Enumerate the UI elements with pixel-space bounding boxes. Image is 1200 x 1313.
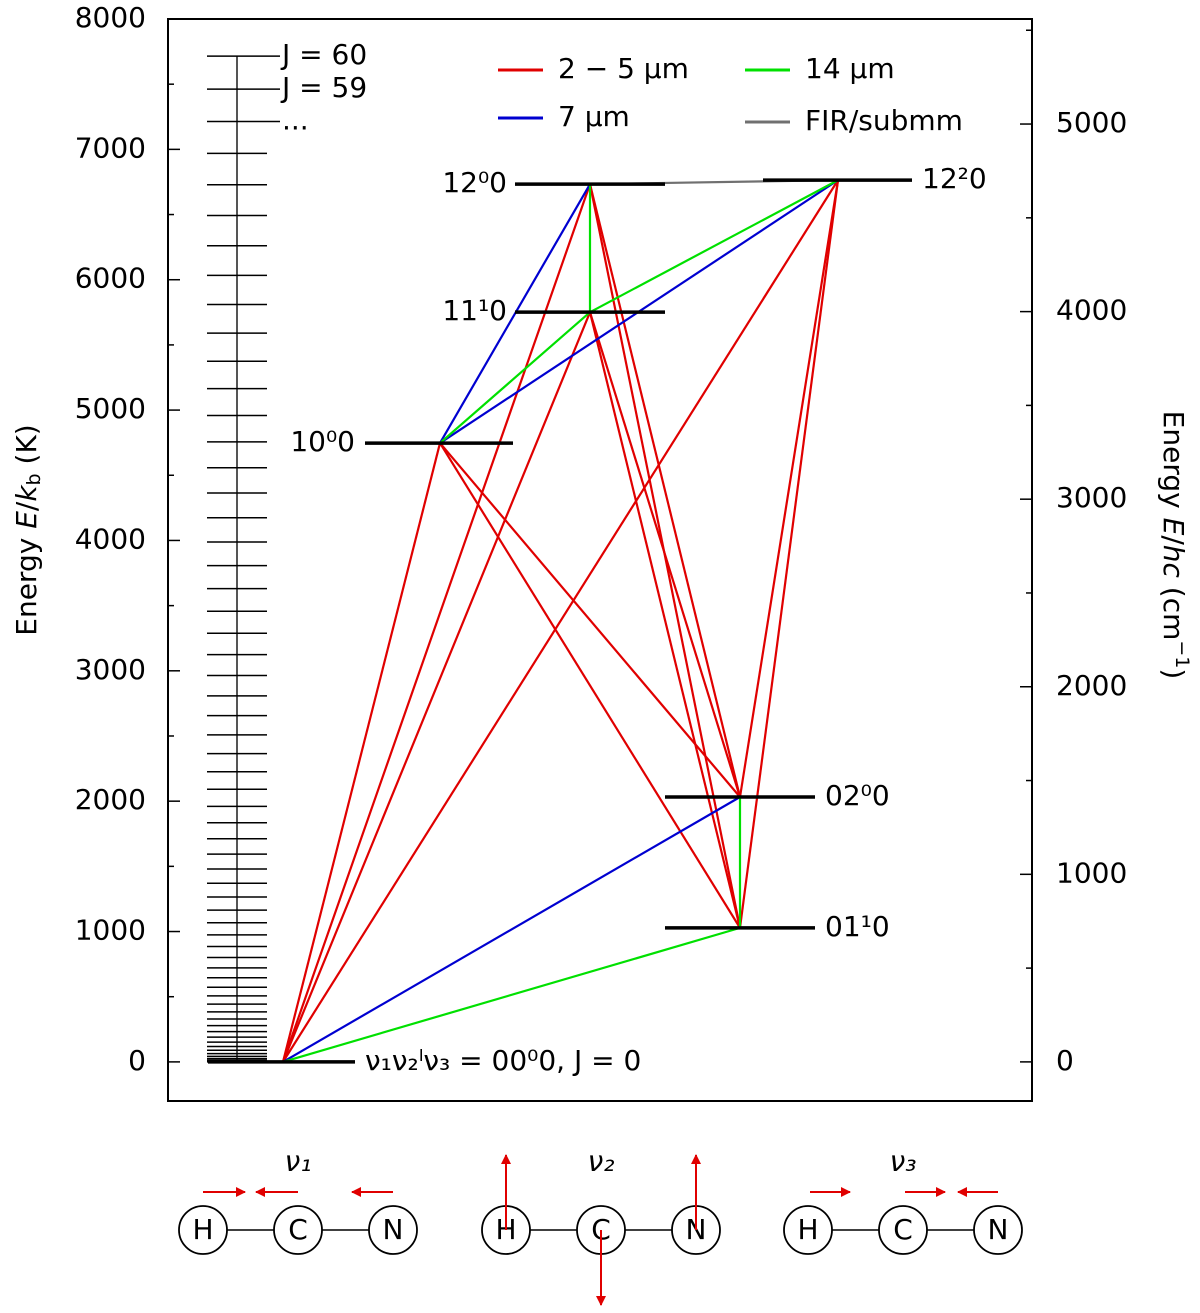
y-tick-label: 1000 <box>75 914 146 947</box>
legend-label: FIR/submm <box>805 104 963 137</box>
level-label: 12⁰0 <box>442 166 507 199</box>
transition <box>439 311 591 444</box>
atom <box>783 1205 833 1255</box>
rotational-label: J = 59 <box>280 71 367 104</box>
y2-tick-label: 4000 <box>1056 294 1127 327</box>
y2-tick-label: 2000 <box>1056 669 1127 702</box>
atom-label: C <box>893 1213 913 1246</box>
legend-label: 14 μm <box>805 52 895 85</box>
y-tick-label: 4000 <box>75 522 146 555</box>
y2-tick-label: 3000 <box>1056 481 1127 514</box>
y-tick-label: 8000 <box>75 1 146 34</box>
y2-tick-label: 5000 <box>1056 106 1127 139</box>
mode-label: ν₃ <box>890 1145 917 1178</box>
level-label: 12²0 <box>922 162 987 195</box>
level-label: 10⁰0 <box>290 425 355 458</box>
atom <box>368 1205 418 1255</box>
transition <box>282 926 741 1063</box>
level-label: 02⁰0 <box>825 779 890 812</box>
transition <box>281 442 442 1063</box>
plot-frame <box>167 18 1033 1102</box>
level-label: 11¹0 <box>442 294 507 327</box>
transition <box>588 183 742 929</box>
atom <box>178 1205 228 1255</box>
y-tick-label: 3000 <box>75 653 146 686</box>
legend-label: 7 μm <box>558 100 630 133</box>
y-axis-label: Energy E/kb (K) <box>10 424 45 635</box>
y2-tick-label: 1000 <box>1056 856 1127 889</box>
y-tick-label: 7000 <box>75 131 146 164</box>
transition <box>589 179 839 314</box>
y-tick-label: 2000 <box>75 783 146 816</box>
transition <box>738 179 840 929</box>
atom <box>878 1205 928 1255</box>
mode-label: ν₁ <box>285 1145 312 1178</box>
y-tick-label: 0 <box>128 1044 146 1077</box>
atom <box>973 1205 1023 1255</box>
y2-axis-label: Energy E/hc (cm−1) <box>1157 411 1194 680</box>
y-tick-label: 5000 <box>75 392 146 425</box>
transition <box>281 311 592 1063</box>
atom-label: H <box>192 1213 213 1246</box>
transition <box>281 183 592 1063</box>
atom-label: N <box>383 1213 404 1246</box>
atom-label: H <box>797 1213 818 1246</box>
rotational-label: J = 60 <box>280 38 367 71</box>
transition <box>282 796 741 1063</box>
transition <box>439 442 741 798</box>
transition <box>588 183 742 798</box>
atom-label: C <box>591 1213 611 1246</box>
atom <box>273 1205 323 1255</box>
atom-label: C <box>288 1213 308 1246</box>
rotational-label: ... <box>282 103 309 136</box>
transition <box>588 311 742 929</box>
mode-label: ν₂ <box>588 1145 615 1178</box>
transition <box>282 179 839 1063</box>
y2-tick-label: 0 <box>1056 1044 1074 1077</box>
transition <box>738 179 840 798</box>
level-label: 01¹0 <box>825 910 890 943</box>
level-label: ν₁ν₂ˡν₃ = 00⁰0, J = 0 <box>365 1044 641 1077</box>
atom-label: N <box>988 1213 1009 1246</box>
y-tick-label: 6000 <box>75 262 146 295</box>
legend-label: 2 − 5 μm <box>558 52 689 85</box>
transition <box>439 442 741 929</box>
